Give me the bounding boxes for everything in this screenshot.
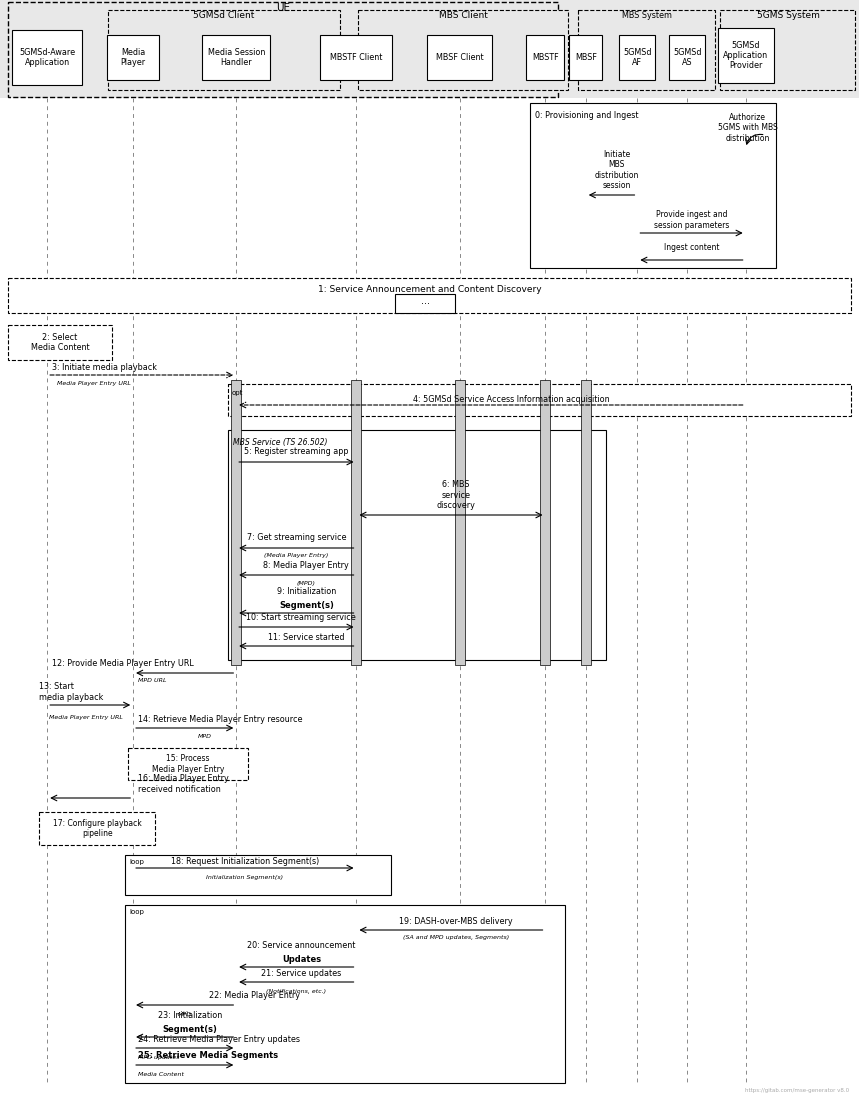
Text: MBSF: MBSF: [575, 53, 597, 62]
Text: Media Content: Media Content: [138, 1071, 184, 1077]
Bar: [12, 30, 82, 85]
Text: 25: Retrieve Media Segments: 25: Retrieve Media Segments: [138, 1051, 278, 1060]
Text: MPD: MPD: [178, 1011, 192, 1017]
Text: 19: DASH-over-MBS delivery: 19: DASH-over-MBS delivery: [399, 917, 513, 925]
Text: Segment(s): Segment(s): [279, 601, 334, 610]
Text: 2: Select
Media Content: 2: Select Media Content: [31, 333, 89, 352]
Text: opt: opt: [231, 390, 242, 396]
Text: Ingest content: Ingest content: [664, 244, 719, 253]
Text: 23: Initialization: 23: Initialization: [157, 1011, 222, 1020]
Text: Segment(s): Segment(s): [162, 1026, 217, 1035]
Bar: [717, 28, 774, 83]
Bar: [107, 35, 159, 81]
Text: 12: Provide Media Player Entry URL: 12: Provide Media Player Entry URL: [52, 660, 194, 668]
Text: ...: ...: [421, 296, 430, 306]
Text: loop: loop: [129, 859, 144, 865]
Bar: [228, 430, 606, 660]
Text: 5GMSd-Aware
Application: 5GMSd-Aware Application: [19, 47, 76, 67]
Bar: [427, 35, 492, 81]
Bar: [125, 855, 392, 895]
Bar: [128, 748, 248, 780]
Text: https://gitab.com/mse-generator v8.0: https://gitab.com/mse-generator v8.0: [745, 1088, 849, 1093]
Bar: [395, 295, 455, 313]
Text: MBSTF: MBSTF: [533, 53, 558, 62]
Text: (Media Player Entry): (Media Player Entry): [265, 554, 328, 558]
Bar: [351, 381, 362, 665]
Text: 15: Process
Media Player Entry: 15: Process Media Player Entry: [152, 754, 224, 773]
Text: MBS Service (TS 26.502): MBS Service (TS 26.502): [234, 438, 328, 447]
Text: MPD updates: MPD updates: [138, 1054, 180, 1060]
Text: 0: Provisioning and Ingest: 0: Provisioning and Ingest: [535, 111, 639, 120]
Text: 22: Media Player Entry: 22: Media Player Entry: [210, 992, 301, 1000]
Bar: [358, 10, 568, 90]
Bar: [320, 35, 393, 81]
Text: 5GMSd
AF: 5GMSd AF: [623, 47, 652, 67]
Bar: [8, 325, 112, 360]
Bar: [527, 35, 564, 81]
Text: Provide ingest and
session parameters: Provide ingest and session parameters: [654, 211, 729, 229]
Text: Authorize
5GMS with MBS
distribution: Authorize 5GMS with MBS distribution: [718, 114, 777, 143]
Text: 4: 5GMSd Service Access Information acquisition: 4: 5GMSd Service Access Information acqu…: [412, 396, 609, 405]
Text: Media Player Entry URL: Media Player Entry URL: [49, 716, 123, 720]
Text: 24: Retrieve Media Player Entry updates: 24: Retrieve Media Player Entry updates: [138, 1035, 300, 1043]
Text: 3: Initiate media playback: 3: Initiate media playback: [52, 363, 157, 372]
Text: MBS Client: MBS Client: [439, 11, 487, 21]
Text: 5GMS System: 5GMS System: [757, 11, 819, 21]
Bar: [40, 812, 155, 845]
Text: Initiate
MBS
distribution
session: Initiate MBS distribution session: [594, 150, 639, 190]
Bar: [231, 381, 241, 665]
Text: Media
Player: Media Player: [120, 47, 146, 67]
Text: 5: Register streaming app: 5: Register streaming app: [244, 448, 349, 457]
Text: 16: Media Player Entry
received notification: 16: Media Player Entry received notifica…: [138, 774, 228, 794]
Text: 20: Service announcement: 20: Service announcement: [247, 942, 356, 951]
Text: MBSTF Client: MBSTF Client: [331, 53, 382, 62]
Text: 5GMSd
Application
Provider: 5GMSd Application Provider: [723, 41, 768, 71]
Text: loop: loop: [129, 909, 144, 915]
Text: 21: Service updates: 21: Service updates: [261, 968, 342, 977]
Bar: [454, 381, 465, 665]
Text: 18: Request Initialization Segment(s): 18: Request Initialization Segment(s): [171, 857, 319, 866]
Text: MBS System: MBS System: [622, 11, 672, 21]
Bar: [228, 384, 851, 416]
Text: (MPD): (MPD): [297, 580, 316, 586]
Bar: [202, 35, 271, 81]
Text: Media Session
Handler: Media Session Handler: [208, 47, 265, 67]
Text: MPD URL: MPD URL: [138, 678, 167, 684]
Text: 8: Media Player Entry: 8: Media Player Entry: [264, 561, 350, 570]
Text: (SA and MPD updates, Segments): (SA and MPD updates, Segments): [403, 935, 509, 941]
Text: 5GMSd Client: 5GMSd Client: [193, 11, 254, 21]
Bar: [0, 0, 859, 98]
Bar: [8, 2, 558, 97]
Text: 17: Configure playback
pipeline: 17: Configure playback pipeline: [53, 818, 142, 838]
Text: 5GMSd
AS: 5GMSd AS: [673, 47, 702, 67]
Text: 14: Retrieve Media Player Entry resource: 14: Retrieve Media Player Entry resource: [138, 715, 302, 724]
Bar: [540, 381, 551, 665]
Bar: [581, 381, 591, 665]
Bar: [125, 904, 565, 1083]
Text: 10: Start streaming service: 10: Start streaming service: [247, 613, 356, 622]
Text: 6: MBS
service
discovery: 6: MBS service discovery: [436, 480, 475, 510]
Text: 13: Start
media playback: 13: Start media playback: [40, 683, 104, 702]
Text: 9: Initialization: 9: Initialization: [277, 588, 336, 597]
Text: 1: Service Announcement and Content Discovery: 1: Service Announcement and Content Disc…: [318, 286, 541, 295]
Text: UE: UE: [276, 3, 290, 13]
Bar: [578, 10, 715, 90]
Text: MPD: MPD: [198, 735, 212, 739]
Text: 11: Service started: 11: Service started: [268, 632, 344, 642]
Bar: [108, 10, 340, 90]
Text: (Notifications, etc.): (Notifications, etc.): [266, 988, 326, 994]
Bar: [720, 10, 855, 90]
Text: Updates: Updates: [282, 955, 321, 964]
Bar: [570, 35, 602, 81]
Text: Media Player Entry URL: Media Player Entry URL: [58, 382, 131, 386]
Bar: [8, 278, 851, 313]
Text: 7: Get streaming service: 7: Get streaming service: [247, 534, 346, 543]
Bar: [669, 35, 705, 81]
Bar: [619, 35, 655, 81]
Text: MBSF Client: MBSF Client: [436, 53, 484, 62]
Text: Initialization Segment(s): Initialization Segment(s): [206, 876, 283, 880]
Bar: [531, 103, 776, 268]
